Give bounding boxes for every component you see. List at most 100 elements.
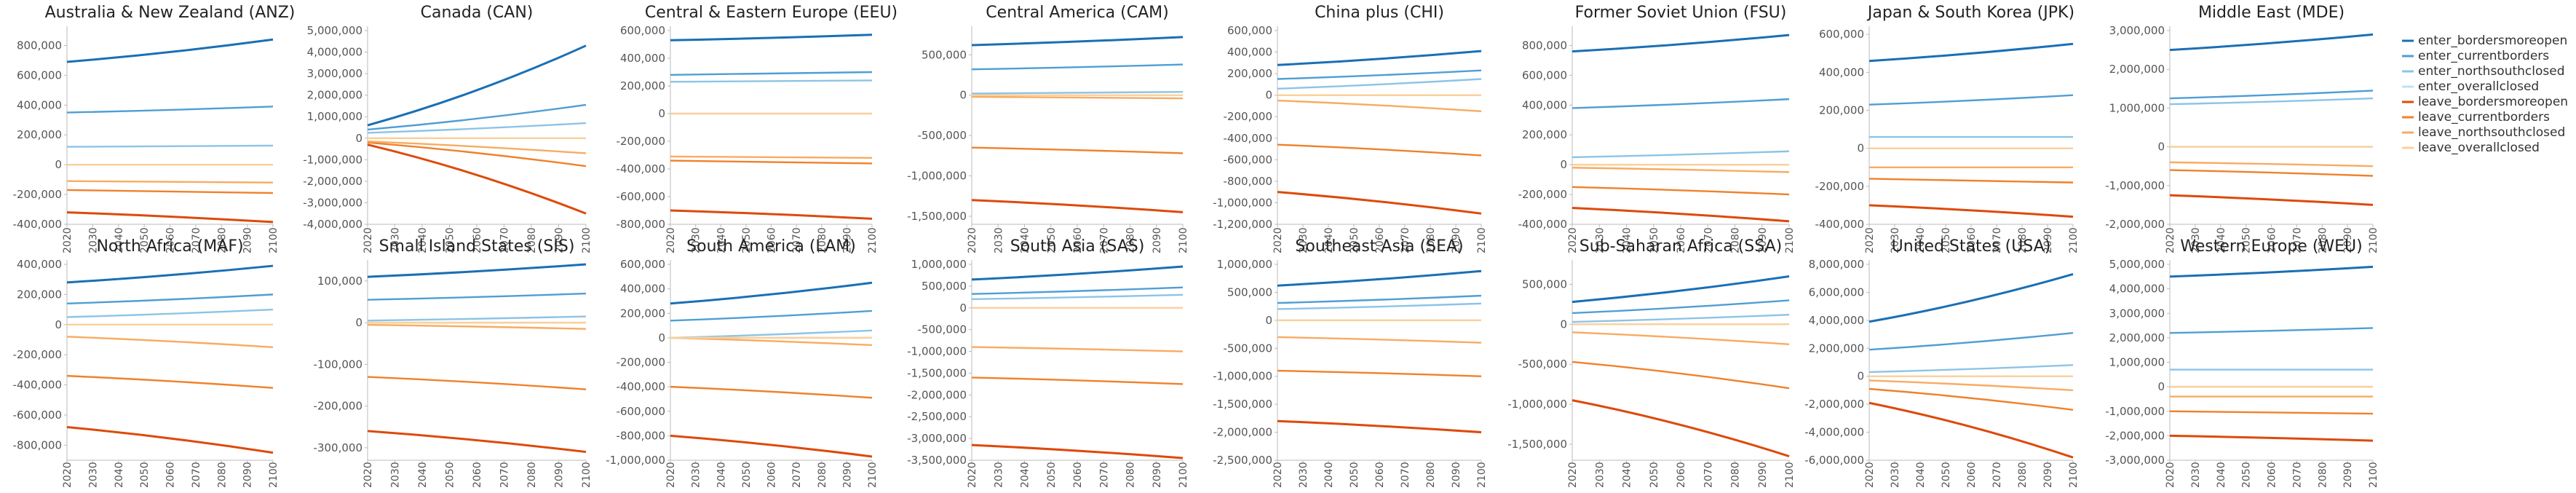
x-tick-label: 2040 xyxy=(1915,462,1927,488)
y-tick-label: -800,000 xyxy=(13,438,62,451)
x-tick-label: 2050 xyxy=(139,462,151,488)
y-tick-label: -200,000 xyxy=(314,400,362,413)
y-tick-label: 500,000 xyxy=(1227,285,1272,299)
y-tick-label: 1,000,000 xyxy=(2109,356,2165,369)
x-tick-label: 2030 xyxy=(1890,227,1901,253)
y-tick-label: -400,000 xyxy=(617,162,665,175)
x-tick-label: 2070 xyxy=(1992,462,2003,488)
x-tick-label: 2080 xyxy=(817,462,828,488)
x-tick-label: 2080 xyxy=(216,227,228,253)
series-line-enter_bordersmoreopen xyxy=(367,44,587,127)
x-tick-label: 2050 xyxy=(1649,227,1660,253)
x-tick-label: 2050 xyxy=(741,462,753,488)
x-tick-label: 2090 xyxy=(554,462,566,488)
series-line-enter_bordersmoreopen xyxy=(1868,42,2074,63)
x-tick-label: 2100 xyxy=(1178,462,1189,488)
panel-11: South America (LAM) 600,000 400,000 200,000… xyxy=(606,237,879,488)
x-tick-label: 2060 xyxy=(766,227,778,253)
x-tick-label: 2060 xyxy=(1676,462,1687,488)
y-tick-label: -200,000 xyxy=(1224,110,1272,123)
series-line-leave_bordersmoreopen xyxy=(670,209,873,220)
x-tick-label: 2020 xyxy=(1567,462,1579,488)
panel-9: North Africa (MAF) 400,000 200,000 0 -200,00… xyxy=(13,237,280,488)
panel-title: North Africa (MAF) xyxy=(96,237,243,256)
series-line-leave_bordersmoreopen xyxy=(2169,194,2374,206)
series-line-leave_bordersmoreopen xyxy=(670,434,873,458)
series-line-leave_northsouthclosed xyxy=(1277,336,1482,344)
y-tick-label: -200,000 xyxy=(617,135,665,148)
x-tick-label: 2040 xyxy=(417,462,429,488)
x-tick-label: 2050 xyxy=(1046,227,1058,253)
y-tick-label: 200,000 xyxy=(17,288,62,301)
legend-label: enter_northsouthclosed xyxy=(2418,64,2565,79)
x-tick-label: 2080 xyxy=(1425,462,1437,488)
series-line-leave_currentborders xyxy=(971,146,1184,154)
y-tick-label: -100,000 xyxy=(314,358,362,371)
x-tick-label: 2020 xyxy=(2165,227,2176,253)
y-tick-label: -400,000 xyxy=(617,380,665,393)
y-tick-label: -400,000 xyxy=(1815,218,1864,231)
y-tick-label: -4,000,000 xyxy=(1804,426,1864,439)
x-tick-label: 2090 xyxy=(1152,462,1163,488)
x-tick-label: 2070 xyxy=(2291,227,2303,253)
series-line-enter_bordersmoreopen xyxy=(66,38,274,63)
series-line-leave_currentborders xyxy=(1572,360,1790,390)
x-tick-label: 2060 xyxy=(1374,462,1386,488)
series-line-enter_currentborders xyxy=(971,286,1184,295)
x-tick-label: 2090 xyxy=(2042,227,2054,253)
y-tick-label: -2,000,000 xyxy=(303,175,362,188)
x-tick-label: 2100 xyxy=(2068,227,2080,253)
y-tick-label: -2,000,000 xyxy=(1804,398,1864,411)
panel-14: Sub-Saharan Africa (SSA) 500,000 0 -500,000… xyxy=(1507,237,1796,488)
series-line-leave_bordersmoreopen xyxy=(367,143,587,215)
y-tick-label: -3,000,000 xyxy=(303,196,362,209)
y-tick-label: 2,000,000 xyxy=(2109,63,2165,76)
x-tick-label: 2100 xyxy=(1784,462,1796,488)
panel-title: Middle East (MDE) xyxy=(2198,4,2345,22)
y-tick-label: -1,500,000 xyxy=(907,366,967,379)
panel-title: Central America (CAM) xyxy=(986,4,1168,22)
x-tick-label: 2020 xyxy=(1272,462,1284,488)
y-tick-label: 1,000,000 xyxy=(307,110,362,123)
series-line-leave_bordersmoreopen xyxy=(1572,399,1790,457)
series-line-enter_currentborders xyxy=(1868,331,2074,351)
x-tick-label: 2030 xyxy=(87,462,99,488)
series-line-leave_northsouthclosed xyxy=(66,336,274,349)
y-tick-label: -500,000 xyxy=(918,323,967,336)
series-line-enter_northsouthclosed xyxy=(367,122,587,134)
y-tick-label: -4,000,000 xyxy=(303,218,362,231)
x-tick-label: 2050 xyxy=(1941,227,1952,253)
x-tick-label: 2090 xyxy=(554,227,566,253)
y-tick-label: -200,000 xyxy=(1518,188,1567,201)
x-tick-label: 2050 xyxy=(2241,462,2253,488)
series-line-leave_currentborders xyxy=(670,385,873,399)
x-tick-label: 2080 xyxy=(526,227,538,253)
y-tick-label: -400,000 xyxy=(13,379,62,392)
x-tick-label: 2060 xyxy=(2267,462,2278,488)
panel-title: China plus (CHI) xyxy=(1315,4,1444,22)
x-tick-label: 2040 xyxy=(1020,462,1031,488)
series-line-leave_currentborders xyxy=(1277,143,1482,157)
series-line-enter_northsouthclosed xyxy=(1572,150,1790,159)
x-tick-label: 2100 xyxy=(2368,227,2379,253)
x-tick-label: 2100 xyxy=(2068,462,2080,488)
series-line-enter_northsouthclosed xyxy=(971,293,1184,301)
series-line-leave_bordersmoreopen xyxy=(66,425,274,454)
y-tick-label: -1,000,000 xyxy=(907,345,967,358)
x-tick-label: 2040 xyxy=(114,227,125,253)
series-line-leave_currentborders xyxy=(1868,387,2074,411)
x-tick-label: 2030 xyxy=(993,227,1004,253)
y-tick-label: 400,000 xyxy=(1227,46,1272,59)
panel-12: South Asia (SAS) 1,000,000 500,000 0 -500,00… xyxy=(907,237,1189,488)
y-tick-label: 1,000,000 xyxy=(2109,101,2165,114)
series-line-enter_bordersmoreopen xyxy=(1277,269,1482,287)
series-line-enter_bordersmoreopen xyxy=(971,36,1184,47)
series-line-leave_bordersmoreopen xyxy=(971,443,1184,460)
panel-title: Canada (CAN) xyxy=(421,4,534,22)
y-tick-label: 500,000 xyxy=(1522,277,1567,291)
x-tick-label: 2080 xyxy=(2017,462,2029,488)
y-tick-label: -500,000 xyxy=(1518,358,1567,371)
x-tick-label: 2050 xyxy=(741,227,753,253)
x-tick-label: 2100 xyxy=(2368,462,2379,488)
x-tick-label: 2050 xyxy=(1046,462,1058,488)
